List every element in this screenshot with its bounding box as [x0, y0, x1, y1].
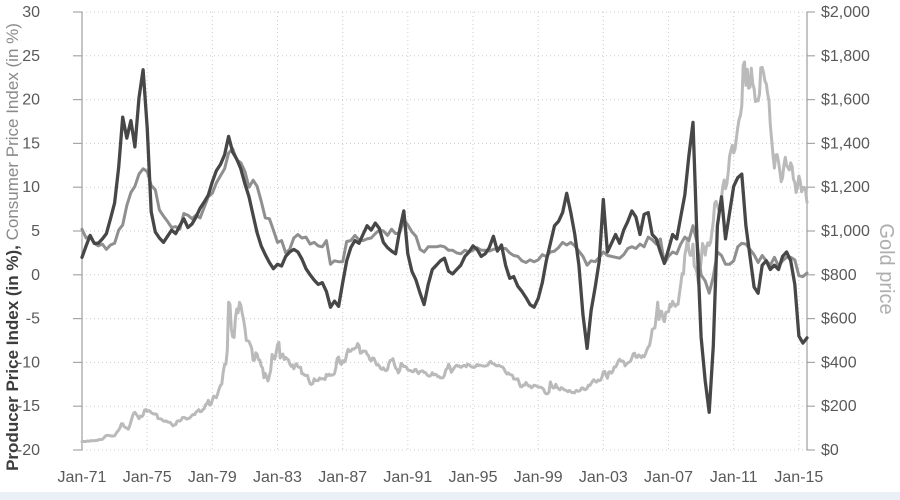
x-tick-label: Jan-11 [710, 469, 758, 486]
x-tick-label: Jan-03 [579, 469, 628, 486]
right-tick-label: $1,600 [821, 92, 870, 109]
left-tick-label: 10 [22, 179, 40, 196]
right-tick-label: $800 [821, 267, 857, 284]
left-tick-label: 25 [22, 48, 40, 65]
x-tick-label: Jan-75 [123, 469, 172, 486]
x-tick-label: Jan-07 [644, 469, 693, 486]
series-line-gold [80, 60, 809, 444]
x-tick-label: Jan-95 [449, 469, 498, 486]
left-tick-label: -5 [26, 311, 40, 328]
left-tick-label: -15 [17, 398, 40, 415]
left-tick-label: 30 [22, 4, 40, 21]
right-tick-label: $1,200 [821, 179, 870, 196]
right-tick-label: $400 [821, 354, 857, 371]
right-axis-title: Gold price [875, 223, 897, 315]
left-axis-title-ppi: Producer Price Index (in %), [3, 245, 22, 471]
right-tick-label: $0 [821, 442, 839, 459]
x-tick-label: Jan-99 [514, 469, 563, 486]
series-line-cpi [80, 147, 809, 295]
x-tick-label: Jan-91 [383, 469, 432, 486]
bottom-strip [0, 492, 900, 500]
left-axis-title: Producer Price Index (in %), Consumer Pr… [3, 14, 23, 480]
x-tick-label: Jan-87 [318, 469, 367, 486]
x-tick-label: Jan-71 [58, 469, 107, 486]
right-tick-label: $2,000 [821, 4, 870, 21]
right-tick-label: $600 [821, 311, 857, 328]
left-tick-label: -10 [17, 354, 40, 371]
left-tick-label: 5 [31, 223, 40, 240]
left-tick-label: 0 [31, 267, 40, 284]
x-tick-label: Jan-79 [188, 469, 237, 486]
right-tick-label: $200 [821, 398, 857, 415]
left-tick-label: 15 [22, 135, 40, 152]
right-tick-label: $1,000 [821, 223, 870, 240]
left-tick-label: -20 [17, 442, 40, 459]
left-axis-title-cpi: Consumer Price Index (in %) [3, 23, 22, 246]
right-tick-label: $1,400 [821, 135, 870, 152]
x-tick-label: Jan-83 [253, 469, 302, 486]
x-tick-label: Jan-15 [774, 469, 823, 486]
left-tick-label: 20 [22, 92, 40, 109]
series-line-ppi [80, 68, 809, 414]
right-tick-label: $1,800 [821, 48, 870, 65]
